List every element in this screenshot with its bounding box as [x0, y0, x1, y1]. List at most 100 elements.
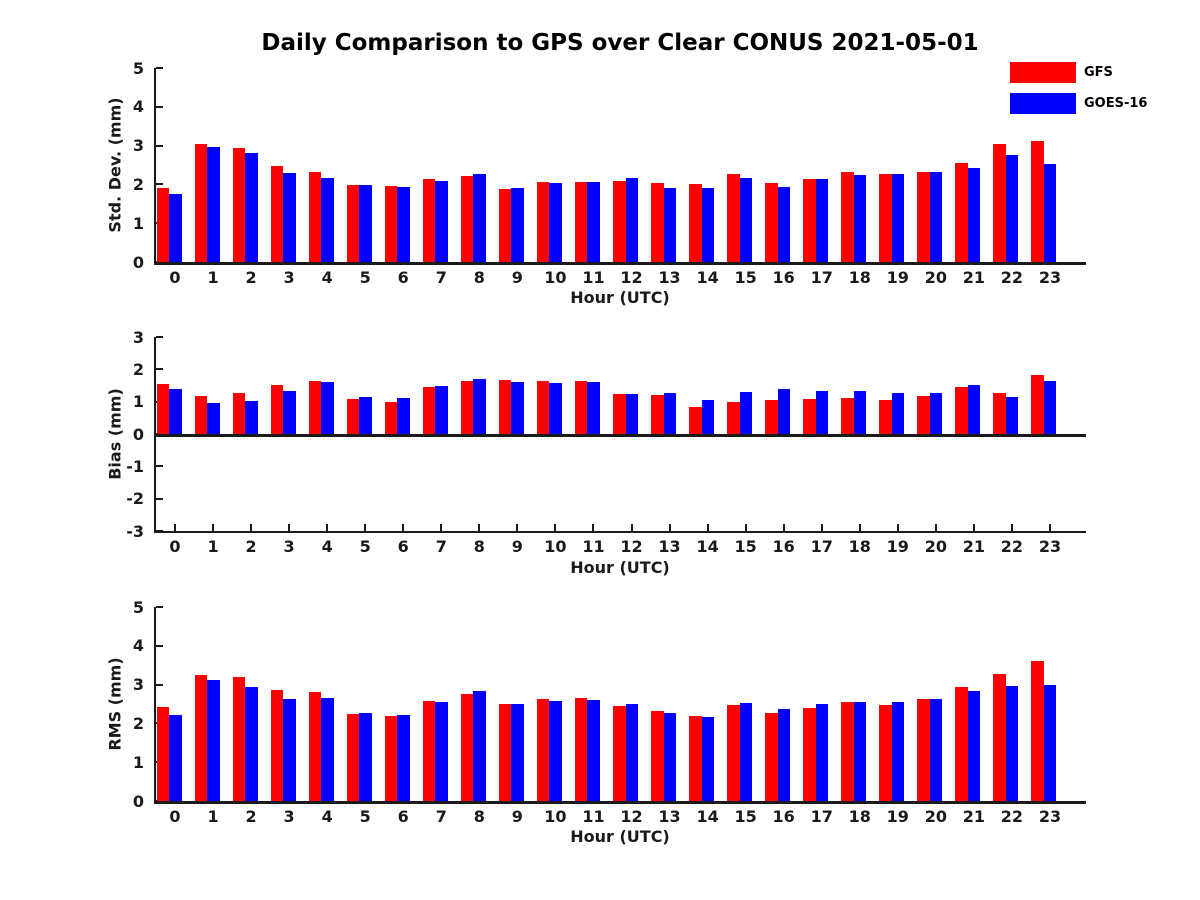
bar-goes16-h5	[359, 397, 372, 434]
x-tick-label: 9	[511, 268, 523, 287]
bar-goes16-h13	[663, 392, 677, 434]
bar-gfs-h8	[460, 693, 474, 801]
bar-goes16-h19	[891, 393, 905, 434]
bar-goes16-h18	[853, 175, 867, 262]
bar-goes16-h16	[777, 186, 791, 262]
bar-goes16-h15	[739, 391, 753, 434]
bar-gfs-h0	[156, 707, 169, 801]
x-tick-label: 14	[696, 268, 719, 287]
bar-goes16-h12	[625, 178, 639, 262]
x-tick-mark	[706, 524, 709, 531]
bar-goes16-h5	[359, 185, 372, 262]
x-tick-mark	[820, 524, 823, 531]
y-tick-mark	[156, 530, 163, 532]
x-tick-label: 3	[283, 268, 295, 287]
bar-goes16-h2	[245, 401, 258, 434]
bar-goes16-h23	[1043, 164, 1057, 262]
legend-item-gfs: GFS	[1010, 62, 1147, 83]
x-tick-label: 11	[582, 537, 605, 556]
bar-gfs-h19	[879, 174, 892, 262]
y-tick-mark	[156, 183, 163, 186]
y-tick-label: 0	[132, 424, 144, 444]
bar-gfs-h7	[422, 700, 436, 801]
bar-gfs-h20	[917, 395, 930, 434]
x-tick-label: 0	[169, 268, 181, 287]
x-tick-label: 7	[435, 268, 447, 287]
bar-goes16-h12	[625, 393, 639, 434]
bar-goes16-h17	[815, 390, 829, 434]
x-tick-label: 22	[1000, 537, 1024, 556]
bar-goes16-h20	[929, 171, 943, 262]
x-tick-label: 6	[397, 537, 409, 556]
bar-gfs-h21	[955, 163, 968, 262]
bar-goes16-h23	[1043, 381, 1057, 434]
bar-gfs-h9	[498, 189, 512, 262]
bar-goes16-h14	[701, 399, 715, 434]
x-tick-mark	[896, 524, 899, 531]
y-tick-label: -1	[126, 456, 144, 476]
bar-goes16-h6	[397, 187, 410, 262]
bar-goes16-h9	[511, 187, 524, 262]
bar-gfs-h8	[460, 175, 474, 262]
bar-gfs-h23	[1031, 661, 1044, 801]
bar-goes16-h18	[853, 701, 867, 801]
bar-goes16-h8	[473, 690, 486, 801]
legend-swatch-goes16	[1010, 93, 1076, 114]
bar-goes16-h0	[169, 389, 182, 434]
x-tick-label: 20	[924, 268, 947, 287]
y-axis-label-rms: RMS (mm)	[105, 657, 125, 751]
bar-goes16-h1	[207, 679, 220, 801]
bar-gfs-h16	[765, 399, 778, 434]
x-tick-mark	[668, 524, 671, 531]
bar-gfs-h9	[498, 380, 512, 434]
bar-goes16-h17	[815, 704, 829, 801]
y-tick-label: 2	[132, 174, 144, 194]
chart-bias: Bias (mm) Hour (UTC) -3 -2 -1 0 1 2 3 0 1 2 3 4 5 6 7 8…	[106, 328, 1086, 577]
x-tick-mark	[782, 524, 785, 531]
bar-goes16-h16	[777, 709, 791, 801]
x-tick-label: 12	[620, 537, 643, 556]
bar-goes16-h7	[435, 386, 448, 434]
y-tick-mark	[156, 144, 163, 147]
bar-gfs-h6	[384, 716, 398, 801]
y-tick-label: -2	[126, 489, 144, 509]
bar-gfs-h19	[879, 704, 892, 801]
bar-gfs-h9	[498, 704, 512, 801]
y-tick-label: 1	[132, 213, 144, 233]
bar-goes16-h0	[169, 715, 182, 801]
y-axis-line	[154, 607, 156, 801]
x-tick-mark	[212, 524, 215, 531]
x-tick-label: 18	[848, 807, 871, 826]
bar-gfs-h4	[308, 381, 322, 434]
chart-rms: RMS (mm) Hour (UTC) 0 1 2 3 4 5 0 1 2 3 4 5 6 7 8 9 10 11…	[106, 598, 1086, 846]
x-tick-label: 7	[435, 537, 447, 556]
bar-gfs-h10	[536, 182, 550, 262]
x-tick-label: 4	[321, 537, 333, 556]
x-tick-label: 14	[696, 537, 719, 556]
bar-gfs-h21	[955, 686, 968, 801]
bar-gfs-h2	[232, 147, 246, 262]
bar-goes16-h2	[245, 686, 258, 801]
x-tick-label: 8	[473, 537, 485, 556]
y-tick-mark	[156, 644, 163, 647]
bar-goes16-h21	[967, 691, 981, 801]
x-tick-label: 23	[1038, 807, 1062, 826]
x-tick-label: 0	[169, 537, 181, 556]
bar-gfs-h3	[270, 385, 284, 434]
bar-gfs-h17	[803, 179, 816, 262]
x-tick-label: 10	[544, 537, 567, 556]
x-tick-mark	[440, 524, 443, 531]
bar-goes16-h7	[435, 181, 448, 262]
bar-gfs-h2	[232, 676, 246, 801]
y-tick-label: 5	[132, 58, 144, 78]
x-tick-label: 18	[848, 537, 871, 556]
x-tick-label: 13	[658, 807, 681, 826]
x-tick-mark	[554, 524, 557, 531]
bar-gfs-h11	[574, 181, 588, 262]
x-tick-label: 4	[321, 268, 333, 287]
y-tick-label: 1	[132, 752, 144, 772]
bar-gfs-h0	[156, 188, 169, 262]
bar-gfs-h1	[194, 674, 208, 801]
x-tick-label: 11	[582, 268, 605, 287]
